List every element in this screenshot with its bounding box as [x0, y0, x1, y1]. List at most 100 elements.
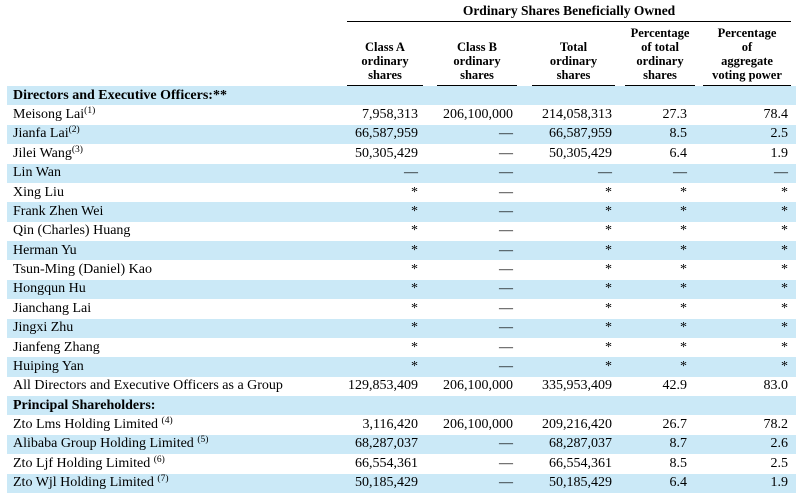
value-cell-class-a: *	[411, 358, 418, 374]
table-header: Ordinary Shares Beneficially Owned Class…	[7, 2, 796, 86]
value-cell-pct-voting: —	[774, 165, 789, 181]
shareholder-name-cell: Xing Liu	[13, 184, 64, 200]
value-cell-class-b: —	[499, 242, 513, 258]
beneficial-ownership-table: Ordinary Shares Beneficially Owned Class…	[7, 2, 797, 493]
table-row: Lin Wan — — — — —	[7, 163, 797, 183]
title-row: Ordinary Shares Beneficially Owned	[7, 2, 796, 23]
shareholder-name-cell: Jianchang Lai	[13, 300, 92, 316]
value-cell-class-a	[345, 396, 423, 415]
shareholder-name-cell: Hongqun Hu	[13, 281, 86, 297]
value-cell-pct-voting: *	[781, 242, 789, 258]
table-row: Alibaba Group Holding Limited (5) 68,287,…	[7, 434, 797, 455]
table-row: All Directors and Executive Officers as …	[7, 377, 796, 396]
value-cell-class-a: 68,287,037	[355, 436, 418, 452]
shareholder-name-cell: Jilei Wang(3)	[13, 144, 83, 161]
table-row: Jilei Wang(3) 50,305,429 — 50,305,429 6.4 1.9	[7, 144, 796, 163]
value-cell-total: 335,953,409	[542, 378, 612, 394]
value-cell-pct-voting: 2.5	[770, 455, 789, 471]
value-cell-class-a: *	[411, 320, 418, 336]
value-cell-pct-total: *	[680, 320, 687, 336]
value-cell-pct-total: *	[680, 339, 687, 355]
value-cell-class-b	[423, 396, 517, 415]
value-cell-class-a: 50,305,429	[355, 145, 418, 161]
section-label-cell: Directors and Executive Officers:**	[13, 87, 227, 103]
value-cell-class-a: *	[411, 242, 418, 258]
value-cell-class-b: —	[499, 184, 513, 200]
value-cell-total: *	[605, 223, 612, 239]
title-row-spacer	[7, 2, 345, 23]
value-cell-class-b: —	[499, 475, 513, 491]
value-cell-class-b: 206,100,000	[443, 107, 513, 123]
value-cell-class-b: —	[499, 203, 513, 219]
value-cell-class-b: —	[499, 300, 513, 316]
value-cell-class-b: —	[499, 320, 513, 336]
footnote-ref: (7)	[157, 474, 169, 485]
value-cell-pct-total: *	[680, 358, 687, 374]
value-cell-class-a	[345, 86, 423, 105]
value-cell-class-a: 66,587,959	[355, 126, 418, 142]
shareholder-name-cell: Meisong Lai(1)	[13, 106, 96, 123]
value-cell-class-b: —	[499, 223, 513, 239]
value-cell-pct-voting: 78.4	[763, 107, 789, 123]
value-cell-class-a: *	[411, 281, 418, 297]
footnote-ref: (5)	[197, 435, 209, 446]
value-cell-class-a: 66,554,361	[355, 455, 418, 471]
value-cell-class-a: *	[411, 339, 418, 355]
value-cell-class-b: —	[499, 145, 513, 161]
shareholder-name-cell: All Directors and Executive Officers as …	[13, 378, 283, 394]
value-cell-pct-voting: *	[781, 300, 789, 316]
value-cell-pct-voting: 2.6	[770, 436, 789, 452]
value-cell-pct-total: *	[680, 281, 687, 297]
section-row: Directors and Executive Officers:**	[7, 86, 797, 106]
value-cell-pct-total: 26.7	[662, 417, 688, 433]
table-row: Xing Liu * — * * *	[7, 183, 796, 202]
value-cell-class-b: —	[499, 339, 513, 355]
value-cell-pct-total: *	[680, 223, 687, 239]
table-row: Zto Ljf Holding Limited (6) 66,554,361 — 66…	[7, 454, 796, 473]
value-cell-class-a: 3,116,420	[362, 417, 418, 433]
column-header-label: Total ordinary shares	[532, 40, 615, 86]
table-title: Ordinary Shares Beneficially Owned	[347, 2, 792, 22]
table-row: Zto Lms Holding Limited (4) 3,116,420 206,…	[7, 415, 796, 434]
shareholder-name-cell: Zto Wjl Holding Limited (7)	[13, 474, 169, 491]
value-cell-total: *	[605, 184, 612, 200]
value-cell-total: *	[605, 242, 612, 258]
value-cell-pct-total: 6.4	[669, 475, 688, 491]
shareholder-name-cell: Frank Zhen Wei	[13, 203, 104, 219]
value-cell-pct-total: —	[673, 165, 687, 181]
value-cell-pct-voting: *	[781, 281, 789, 297]
value-cell-class-a: 50,185,429	[355, 475, 418, 491]
value-cell-total: *	[605, 339, 612, 355]
column-header-spacer	[7, 23, 345, 86]
value-cell-class-a: *	[411, 203, 418, 219]
value-cell-pct-total: 27.3	[662, 107, 688, 123]
value-cell-pct-total: *	[680, 242, 687, 258]
value-cell-total: 209,216,420	[542, 417, 612, 433]
table-row: Frank Zhen Wei * — * * *	[7, 202, 797, 222]
value-cell-pct-total: 6.4	[669, 145, 688, 161]
table-row: Huiping Yan * — * * *	[7, 357, 797, 377]
shareholder-name-cell: Herman Yu	[13, 242, 77, 258]
value-cell-pct-total: *	[680, 184, 687, 200]
value-cell-class-a: —	[404, 165, 418, 181]
footnote-ref: (2)	[68, 125, 80, 136]
value-cell-pct-voting: 1.9	[770, 475, 789, 491]
table-row: Jianfa Lai(2) 66,587,959 — 66,587,959 8.5 2.5	[7, 124, 797, 145]
value-cell-class-a: *	[411, 300, 418, 316]
value-cell-pct-voting: *	[781, 358, 789, 374]
section-label-cell: Principal Shareholders:	[13, 397, 156, 413]
value-cell-class-b: 206,100,000	[443, 417, 513, 433]
value-cell-class-a: *	[411, 262, 418, 278]
shareholder-name-cell: Jianfeng Zhang	[13, 339, 100, 355]
value-cell-class-b: —	[499, 455, 513, 471]
title-cell: Ordinary Shares Beneficially Owned	[345, 2, 796, 23]
value-cell-pct-voting	[695, 86, 796, 105]
value-cell-class-b: —	[499, 165, 513, 181]
value-cell-total: 66,587,959	[549, 126, 612, 142]
value-cell-pct-voting: *	[781, 223, 789, 239]
column-header-pct-voting: Percentage of aggregate voting power	[695, 23, 796, 86]
column-header-total: Total ordinary shares	[517, 23, 615, 86]
value-cell-total: *	[605, 300, 612, 316]
